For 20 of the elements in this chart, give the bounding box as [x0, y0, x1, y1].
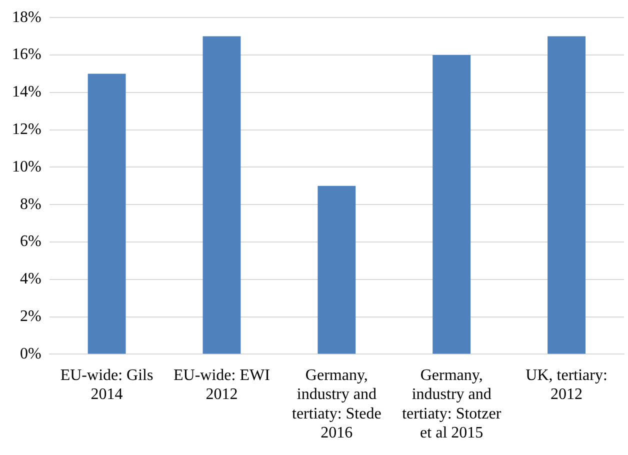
bar — [548, 36, 586, 354]
y-tick-label: 8% — [20, 196, 42, 213]
y-tick-label: 16% — [12, 46, 42, 64]
bar — [432, 55, 471, 354]
y-tick-label: 12% — [12, 121, 42, 138]
y-tick-label: 14% — [12, 84, 42, 101]
x-tick-label: UK, tertiary: 2012 — [526, 367, 608, 404]
y-tick-label: 18% — [12, 8, 42, 26]
x-tick-label: Germany, industry and tertiaty: Stotzer et al 2015 — [402, 367, 502, 442]
bar — [318, 186, 356, 354]
y-tick-label: 4% — [20, 270, 42, 288]
x-tick-label: Germany, industry and tertiaty: Stede 2016 — [292, 367, 382, 442]
y-tick-label: 0% — [20, 345, 42, 362]
bar — [202, 36, 241, 354]
bar — [88, 74, 126, 354]
y-tick-label: 6% — [20, 233, 42, 250]
x-tick-label: EU-wide: EWI 2012 — [174, 367, 270, 404]
y-tick-label: 2% — [20, 308, 42, 326]
x-tick-label: EU-wide: Gils 2014 — [60, 367, 154, 404]
y-tick-label: 10% — [12, 158, 42, 176]
